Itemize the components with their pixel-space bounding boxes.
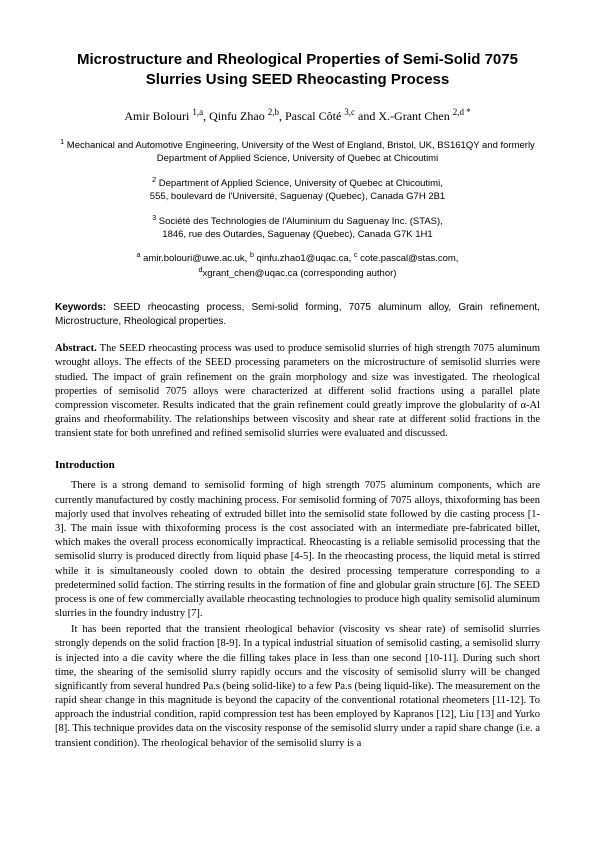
section-heading-introduction: Introduction <box>55 459 540 471</box>
abstract-label: Abstract. <box>55 343 97 354</box>
keywords-text: SEED rheocasting process, Semi-solid for… <box>55 302 540 327</box>
body-paragraph: There is a strong demand to semisolid fo… <box>55 479 540 621</box>
author-line: Amir Bolouri 1,a, Qinfu Zhao 2,b, Pascal… <box>55 107 540 124</box>
affiliation-3: 3 Société des Technologies de l'Aluminiu… <box>55 214 540 242</box>
body-paragraph: It has been reported that the transient … <box>55 623 540 751</box>
affiliation-2: 2 Department of Applied Science, Univers… <box>55 176 540 204</box>
abstract-text: The SEED rheocasting process was used to… <box>55 343 540 439</box>
paper-title: Microstructure and Rheological Propertie… <box>55 50 540 89</box>
author-emails: a amir.bolouri@uwe.ac.uk, b qinfu.zhao1@… <box>55 251 540 281</box>
keywords-block: Keywords: SEED rheocasting process, Semi… <box>55 301 540 328</box>
keywords-label: Keywords: <box>55 302 106 313</box>
abstract-block: Abstract. The SEED rheocasting process w… <box>55 342 540 441</box>
paper-page: Microstructure and Rheological Propertie… <box>0 0 595 793</box>
affiliation-1: 1 Mechanical and Automotive Engineering,… <box>55 138 540 166</box>
